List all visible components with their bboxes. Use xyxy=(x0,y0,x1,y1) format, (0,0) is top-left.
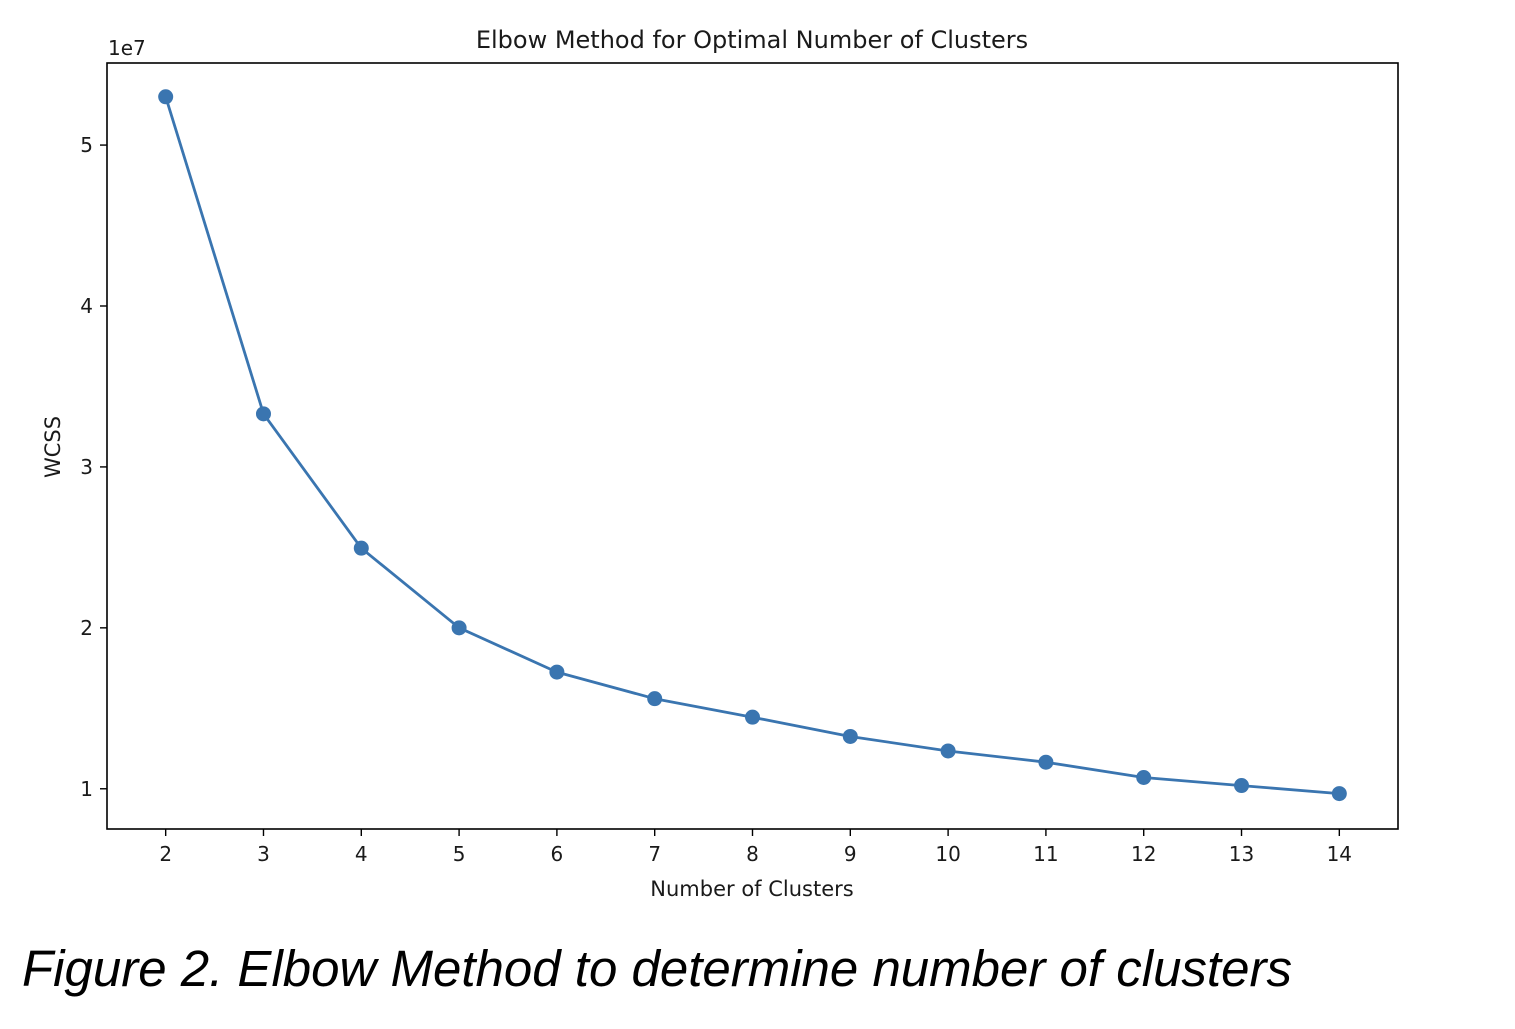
x-tick-label: 5 xyxy=(453,842,466,866)
y-tick-label: 1 xyxy=(80,777,93,801)
wcss-data-point xyxy=(1136,770,1152,786)
y-tick-label: 3 xyxy=(80,455,93,479)
x-tick-label: 4 xyxy=(355,842,368,866)
x-tick-label: 9 xyxy=(844,842,857,866)
x-tick-label: 14 xyxy=(1327,842,1352,866)
x-axis-label: Number of Clusters xyxy=(650,877,853,901)
wcss-data-point xyxy=(1038,754,1054,770)
wcss-data-point xyxy=(158,89,174,105)
wcss-data-point xyxy=(451,620,467,636)
wcss-data-point xyxy=(745,709,760,725)
x-tick-label: 2 xyxy=(159,842,172,866)
x-tick-label: 11 xyxy=(1033,842,1058,866)
wcss-data-point xyxy=(842,728,858,744)
x-tick-label: 7 xyxy=(648,842,661,866)
x-tick-label: 12 xyxy=(1131,842,1156,866)
x-tick-label: 13 xyxy=(1229,842,1254,866)
chart-title: Elbow Method for Optimal Number of Clust… xyxy=(476,26,1028,54)
wcss-data-point xyxy=(1331,786,1347,802)
wcss-data-point xyxy=(255,406,271,422)
y-tick-label: 5 xyxy=(80,133,93,157)
x-tick-label: 3 xyxy=(257,842,270,866)
wcss-data-point xyxy=(647,691,663,707)
wcss-data-point xyxy=(353,540,369,556)
y-offset-label: 1e7 xyxy=(108,36,146,60)
y-tick-label: 4 xyxy=(80,294,93,318)
x-tick-label: 8 xyxy=(746,842,759,866)
x-tick-label: 10 xyxy=(935,842,960,866)
wcss-data-point xyxy=(940,743,956,759)
wcss-series-line xyxy=(164,96,1340,795)
wcss-data-point xyxy=(1234,778,1250,794)
series-layer xyxy=(158,89,1347,802)
x-tick-label: 6 xyxy=(551,842,564,866)
wcss-data-point xyxy=(549,664,565,680)
plot-frame xyxy=(106,62,1399,830)
y-tick-label: 2 xyxy=(80,616,93,640)
figure-caption: Figure 2. Elbow Method to determine numb… xyxy=(22,940,1292,997)
y-axis-label: WCSS xyxy=(41,416,65,478)
elbow-chart: Elbow Method for Optimal Number of Clust… xyxy=(41,26,1399,901)
